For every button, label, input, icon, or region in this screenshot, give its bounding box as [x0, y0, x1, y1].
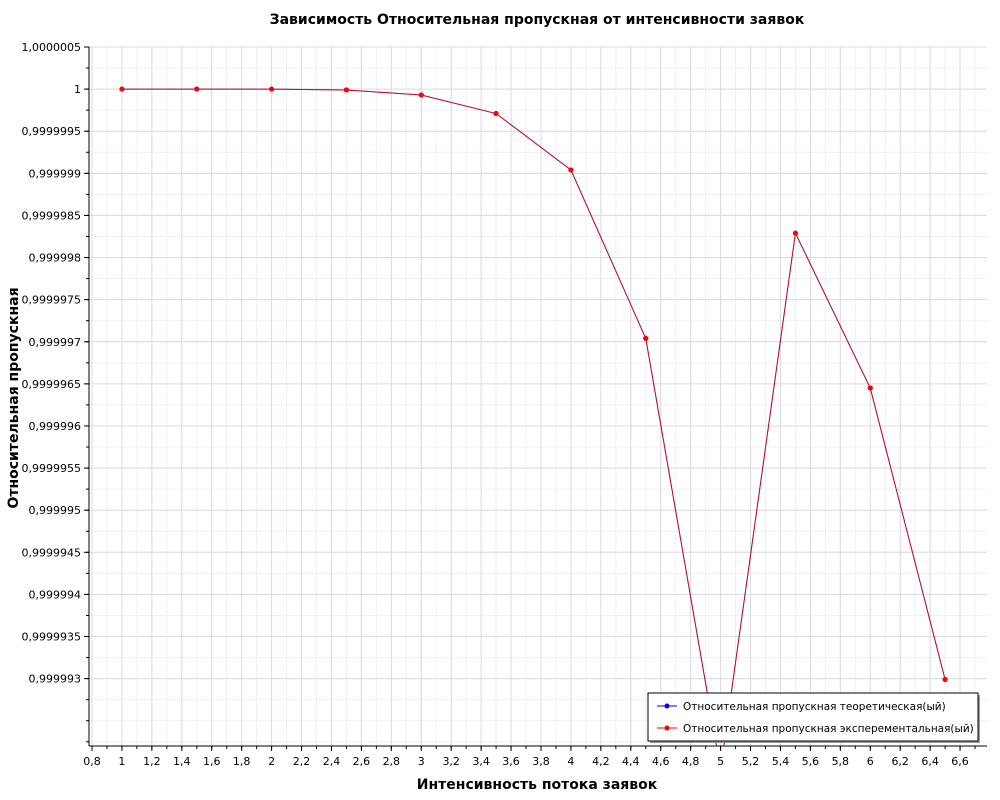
x-tick-label: 4,6 — [652, 755, 670, 768]
y-tick-label: 0,999993 — [29, 673, 82, 686]
x-tick-label: 5,6 — [802, 755, 820, 768]
x-tick-label: 5 — [717, 755, 724, 768]
x-tick-label: 3,8 — [532, 755, 550, 768]
y-tick-label: 0,9999985 — [22, 209, 82, 222]
x-tick-label: 5,4 — [772, 755, 790, 768]
y-tick-label: 0,9999955 — [22, 462, 82, 475]
x-tick-label: 1,6 — [203, 755, 221, 768]
y-tick-label: 0,999999 — [29, 167, 82, 180]
series-1-point — [568, 167, 574, 173]
x-tick-label: 0,8 — [83, 755, 101, 768]
x-tick-label: 3,4 — [472, 755, 490, 768]
x-tick-label: 2,2 — [293, 755, 311, 768]
y-tick-label: 0,9999945 — [22, 546, 82, 559]
y-tick-label: 1 — [74, 83, 81, 96]
x-axis-title: Интенсивность потока заявок — [417, 777, 658, 793]
series-line-0 — [121, 88, 946, 746]
legend-box — [647, 692, 979, 742]
legend: Относительная пропускная теоретическая(ы… — [647, 692, 980, 743]
x-tick-label: 5,2 — [742, 755, 760, 768]
y-tick-label: 0,999998 — [29, 252, 82, 265]
legend-swatch-marker-1 — [664, 725, 670, 731]
x-tick-label: 4 — [567, 755, 574, 768]
y-tick-label: 0,999995 — [29, 504, 82, 517]
x-ticks: 0,8 1 1,2 1,4 1,6 1,8 2 2,2 2,4 2,6 2,8 3 3,2 3,4 3,6 3… — [83, 746, 976, 768]
y-tick-label: 1,0000005 — [22, 41, 82, 54]
chart-title: Зависимость Относительная пропускная от … — [270, 12, 805, 28]
series-1-point — [792, 230, 798, 236]
y-tick-label: 0,9999935 — [22, 631, 82, 644]
x-tick-label: 5,8 — [832, 755, 850, 768]
x-tick-label: 1,2 — [143, 755, 161, 768]
series-1-point — [867, 385, 873, 391]
series-layer — [119, 86, 948, 746]
series-line-1 — [121, 88, 946, 746]
x-tick-label: 3 — [418, 755, 425, 768]
x-tick-label: 2 — [268, 755, 275, 768]
x-tick-label: 1,8 — [233, 755, 251, 768]
y-tick-label: 0,9999995 — [22, 125, 82, 138]
y-axis-title: Относительная пропускная — [6, 287, 22, 508]
series-1-point — [418, 92, 424, 98]
y-tick-label: 0,9999965 — [22, 378, 82, 391]
x-tick-label: 6,2 — [891, 755, 909, 768]
x-tick-label: 1 — [118, 755, 125, 768]
y-tick-label: 0,999994 — [29, 588, 82, 601]
grid — [89, 46, 987, 746]
legend-label-1: Относительная пропускная эксперементальн… — [683, 723, 974, 735]
x-tick-label: 2,8 — [383, 755, 401, 768]
series-1-point — [194, 86, 200, 92]
x-tick-label: 6 — [867, 755, 874, 768]
x-tick-label: 6,6 — [951, 755, 969, 768]
x-tick-label: 2,6 — [353, 755, 371, 768]
x-tick-label: 4,4 — [622, 755, 640, 768]
axes — [88, 47, 987, 747]
series-1-point — [493, 111, 499, 117]
y-tick-label: 0,999996 — [29, 420, 82, 433]
series-1-point — [119, 86, 125, 92]
y-ticks: 1,0000005 1 0,9999995 0,999999 0,9999985 0,99… — [22, 41, 89, 743]
x-tick-label: 4,8 — [682, 755, 700, 768]
y-tick-label: 0,9999975 — [22, 294, 82, 307]
x-tick-label: 2,4 — [323, 755, 341, 768]
x-tick-label: 6,4 — [921, 755, 939, 768]
y-tick-label: 0,999997 — [29, 336, 82, 349]
series-1-point — [643, 335, 649, 341]
legend-swatch-marker-0 — [664, 703, 670, 709]
series-1-point — [942, 676, 948, 682]
series-1-point — [343, 87, 349, 93]
legend-label-0: Относительная пропускная теоретическая(ы… — [683, 701, 946, 713]
x-tick-label: 4,2 — [592, 755, 610, 768]
x-tick-label: 3,6 — [502, 755, 520, 768]
series-1-point — [269, 86, 275, 92]
x-tick-label: 1,4 — [173, 755, 191, 768]
x-tick-label: 3,2 — [442, 755, 460, 768]
